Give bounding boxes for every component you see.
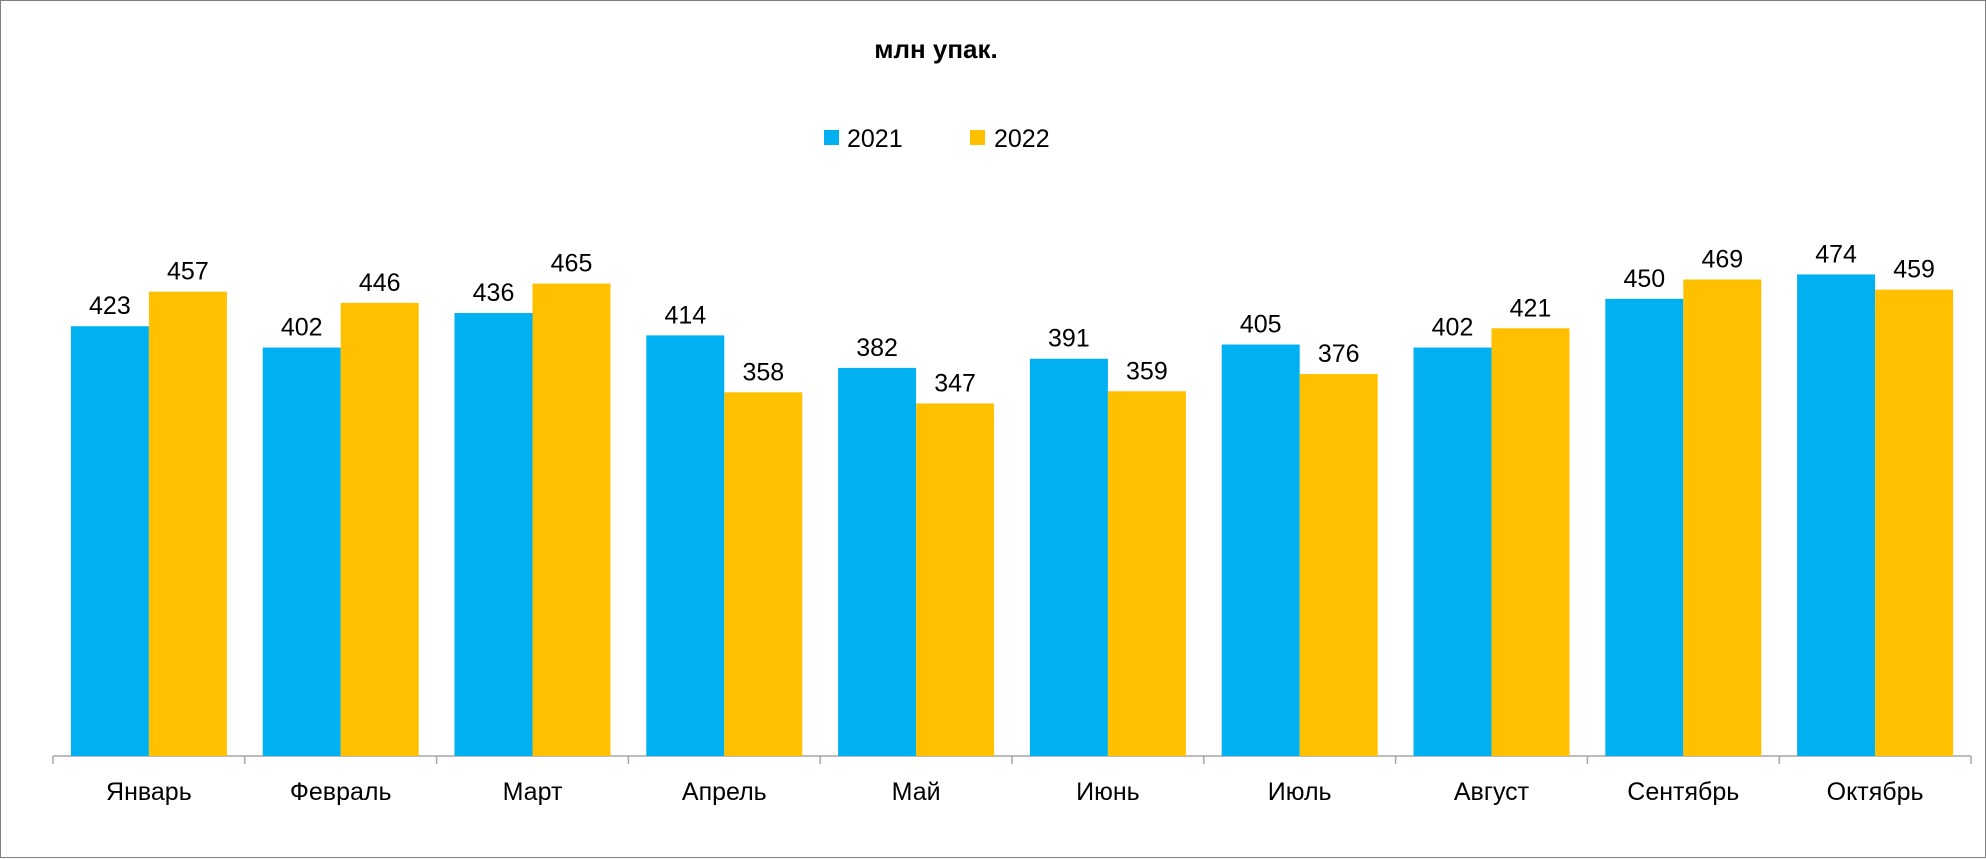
bar-2021-Февраль <box>262 347 341 756</box>
bar-2022-Август <box>1491 328 1570 756</box>
data-label-2021-Февраль: 402 <box>281 314 323 342</box>
data-label-2021-Октябрь: 474 <box>1815 240 1857 268</box>
bar-2022-Март <box>532 283 611 756</box>
data-label-2021-Май: 382 <box>856 334 898 362</box>
x-tick-label-Октябрь: Октябрь <box>1827 778 1924 806</box>
bar-2021-Август <box>1413 347 1492 756</box>
data-label-2022-Август: 421 <box>1510 294 1552 322</box>
bar-2022-Апрель <box>724 392 803 756</box>
legend-label-2022: 2022 <box>994 125 1050 153</box>
data-label-2022-Май: 347 <box>934 369 976 397</box>
data-label-2021-Сентябрь: 450 <box>1623 265 1665 293</box>
chart-title: млн упак. <box>874 34 998 64</box>
x-tick-label-Март: Март <box>503 778 563 806</box>
bar-2022-Июль <box>1299 373 1378 756</box>
data-label-2022-Январь: 457 <box>167 258 209 286</box>
legend-swatch-2021 <box>824 130 839 145</box>
x-tick-label-Июль: Июль <box>1268 778 1332 806</box>
bar-2022-Октябрь <box>1875 289 1954 756</box>
data-label-2022-Апрель: 358 <box>742 358 784 386</box>
bar-2021-Июнь <box>1029 358 1108 756</box>
bar-2022-Февраль <box>340 302 419 756</box>
bar-2022-Январь <box>148 291 227 756</box>
data-label-2021-Август: 402 <box>1432 314 1474 342</box>
legend-swatch-2022 <box>970 130 985 145</box>
x-tick-label-Февраль: Февраль <box>290 778 392 806</box>
legend: 2021 2022 <box>824 125 1050 153</box>
bar-2021-Сентябрь <box>1605 298 1684 756</box>
data-label-2022-Сентябрь: 469 <box>1701 245 1743 273</box>
x-tick-label-Апрель: Апрель <box>682 778 767 806</box>
data-label-2021-Июнь: 391 <box>1048 325 1090 353</box>
plot-area: 423 457 Январь 402 446 Февраль 436 465 Март 414 35… <box>52 240 1972 806</box>
bar-2021-Октябрь <box>1797 274 1876 756</box>
x-tick-label-Январь: Январь <box>106 778 192 806</box>
bar-2021-Июль <box>1221 344 1300 756</box>
data-label-2022-Март: 465 <box>551 250 593 278</box>
data-label-2021-Июль: 405 <box>1240 311 1282 339</box>
x-tick-label-Май: Май <box>892 778 941 806</box>
bar-2021-Март <box>454 313 533 756</box>
bar-2021-Май <box>838 367 917 756</box>
data-label-2021-Январь: 423 <box>89 292 131 320</box>
bar-2021-Январь <box>70 326 149 756</box>
data-label-2022-Июнь: 359 <box>1126 357 1168 385</box>
bar-2022-Июнь <box>1107 391 1186 756</box>
x-tick-label-Август: Август <box>1454 778 1530 806</box>
data-label-2021-Март: 436 <box>473 279 515 307</box>
bar-2022-Май <box>916 403 995 756</box>
data-label-2021-Апрель: 414 <box>664 301 706 329</box>
data-label-2022-Июль: 376 <box>1318 340 1360 368</box>
legend-label-2021: 2021 <box>847 125 903 153</box>
x-tick-label-Сентябрь: Сентябрь <box>1627 778 1739 806</box>
bar-2022-Сентябрь <box>1683 279 1762 756</box>
data-label-2022-Февраль: 446 <box>359 269 401 297</box>
x-tick-label-Июнь: Июнь <box>1076 778 1140 806</box>
data-label-2022-Октябрь: 459 <box>1893 256 1935 284</box>
bar-2021-Апрель <box>646 335 725 756</box>
